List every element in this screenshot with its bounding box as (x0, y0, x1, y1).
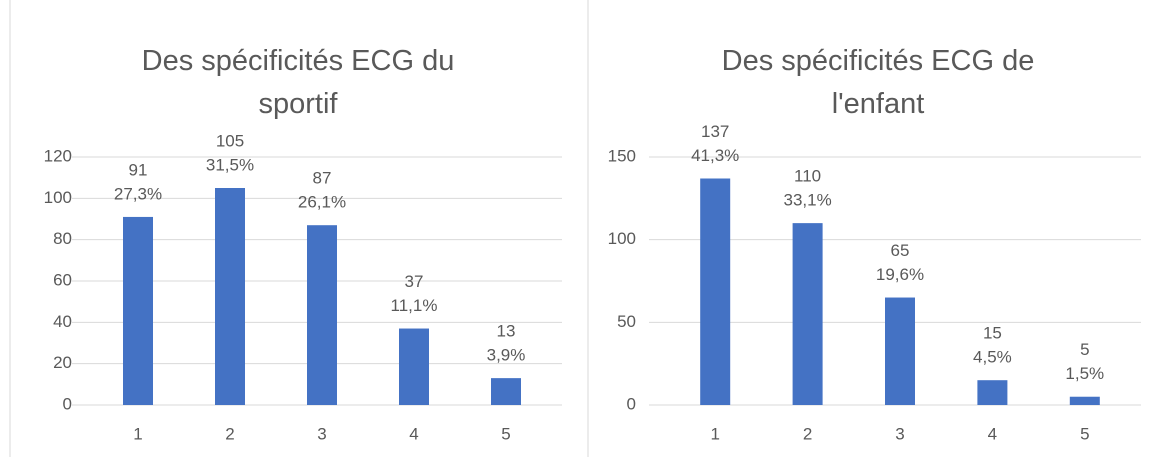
bar (399, 328, 429, 405)
x-tick-label: 4 (988, 424, 997, 443)
y-tick-label: 20 (53, 353, 72, 372)
percent-label: 1,5% (1065, 364, 1104, 383)
x-tick-label: 2 (225, 424, 234, 443)
percent-label: 11,1% (391, 296, 438, 315)
percent-label: 31,5% (206, 155, 254, 174)
data-label: 5 (1080, 340, 1089, 359)
data-label: 105 (216, 131, 244, 150)
data-label: 15 (983, 324, 1002, 343)
x-tick-label: 3 (895, 424, 904, 443)
x-tick-label: 1 (710, 424, 719, 443)
x-tick-label: 1 (133, 424, 142, 443)
bar (491, 378, 521, 405)
y-tick-label: 150 (608, 146, 636, 165)
data-label: 87 (313, 169, 332, 188)
percent-label: 4,5% (973, 348, 1012, 367)
bar (885, 297, 915, 405)
data-label: 91 (129, 160, 148, 179)
y-tick-label: 100 (608, 229, 636, 248)
data-label: 65 (891, 241, 910, 260)
chart-title: Des spécificités ECG de l'enfant (721, 45, 1035, 120)
y-tick-label: 100 (44, 188, 72, 207)
data-label: 13 (497, 322, 516, 341)
data-label: 37 (405, 272, 424, 291)
percent-label: 19,6% (876, 265, 924, 284)
percent-label: 3,9% (487, 346, 526, 365)
bar (977, 380, 1008, 405)
bar (1069, 396, 1100, 405)
bar (700, 178, 731, 405)
x-tick-label: 5 (1080, 424, 1089, 443)
x-tick-label: 5 (501, 424, 510, 443)
y-tick-label: 0 (63, 394, 72, 413)
y-tick-label: 60 (53, 270, 72, 289)
data-label: 137 (701, 122, 729, 141)
bar (123, 216, 153, 405)
x-tick-label: 3 (317, 424, 326, 443)
bar (792, 223, 823, 405)
x-tick-label: 2 (803, 424, 812, 443)
chart-title: Des spécificités ECG du sportif (141, 45, 455, 120)
y-tick-label: 80 (53, 229, 72, 248)
data-label: 110 (794, 167, 821, 186)
percent-label: 33,1% (783, 191, 831, 210)
y-tick-label: 50 (617, 312, 636, 331)
y-tick-label: 120 (44, 146, 72, 165)
x-tick-label: 4 (409, 424, 418, 443)
bar (215, 188, 245, 405)
y-tick-label: 0 (627, 394, 636, 413)
percent-label: 41,3% (691, 146, 739, 165)
y-tick-label: 40 (53, 312, 72, 331)
percent-label: 27,3% (114, 184, 162, 203)
bar (307, 225, 337, 405)
percent-label: 26,1% (298, 193, 346, 212)
